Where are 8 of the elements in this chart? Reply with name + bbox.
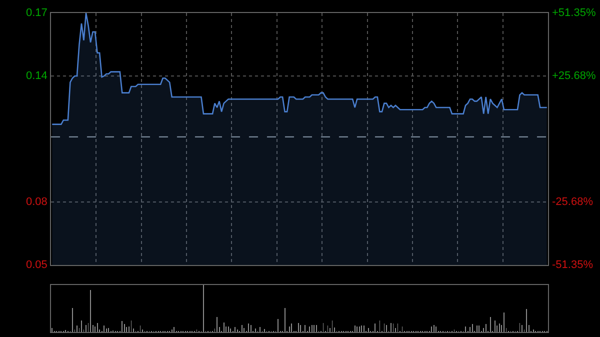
y2-tick-label: +51.35%	[552, 7, 596, 19]
y-tick-label: 0.05	[26, 259, 48, 271]
y2-tick-label: -51.35%	[552, 259, 594, 271]
y-tick-label: 0.14	[26, 70, 48, 82]
y-tick-label: 0.17	[26, 7, 48, 19]
y2-tick-label: -25.68%	[552, 196, 594, 208]
y2-tick-label: +25.68%	[552, 70, 596, 82]
y-tick-label: 0.08	[26, 196, 48, 208]
